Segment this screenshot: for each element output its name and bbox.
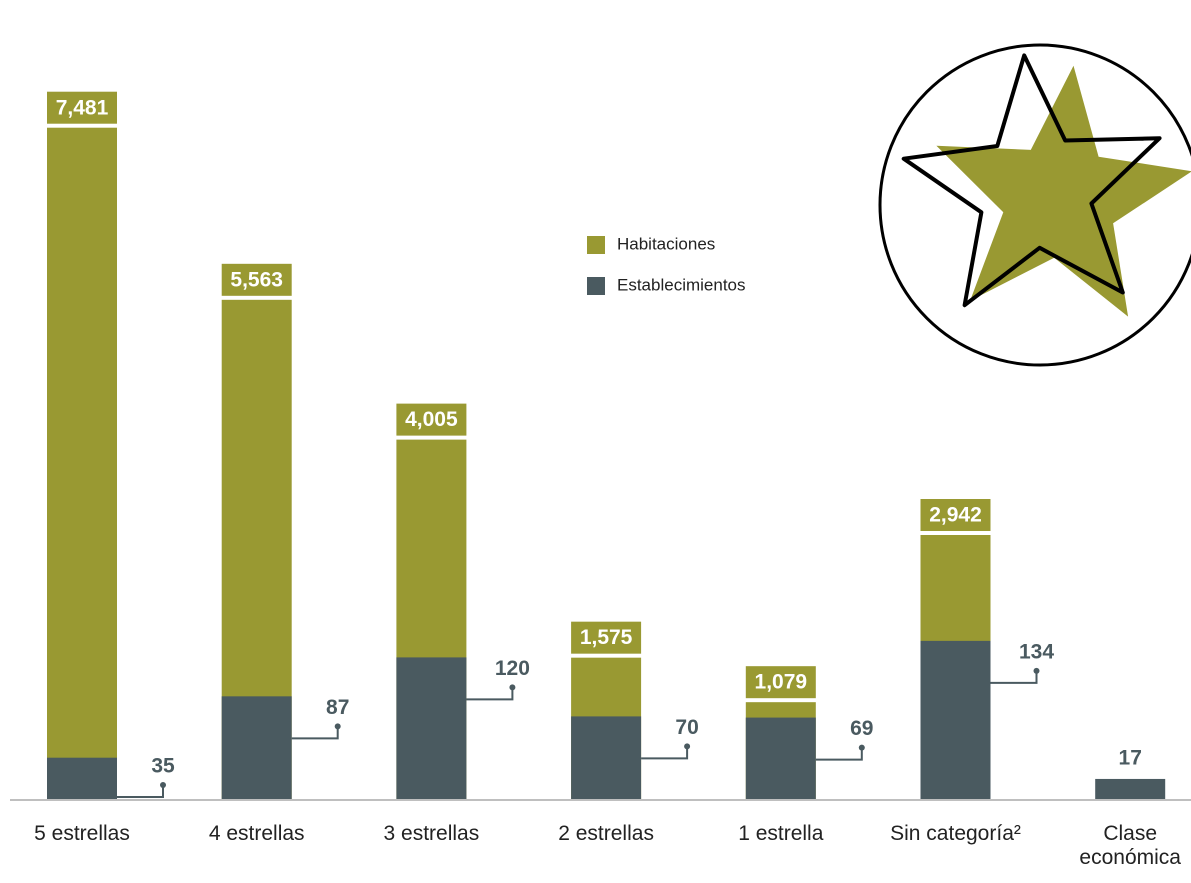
value-label: 1,079	[755, 671, 808, 694]
x-tick-label: Clase económica	[1079, 822, 1181, 869]
value-label: 7,481	[56, 96, 109, 119]
star-icon	[878, 43, 1191, 367]
legend-label: Establecimientos	[617, 275, 746, 294]
value-label: 4,005	[405, 408, 458, 431]
x-tick-label: 1 estrella	[738, 822, 824, 845]
bar	[396, 657, 467, 799]
x-tick-label: 2 estrellas	[558, 822, 654, 845]
x-tick-label: 3 estrellas	[383, 822, 480, 845]
x-tick-label: 4 estrellas	[208, 822, 305, 845]
value-label: 69	[850, 717, 873, 740]
value-label: 2,942	[929, 504, 982, 527]
bar	[1095, 778, 1166, 799]
x-tick-label: Sin categoría²	[890, 822, 1021, 845]
value-label-box	[221, 263, 292, 296]
value-label-box	[920, 499, 991, 532]
value-label: 35	[151, 755, 175, 778]
connector-dot	[160, 782, 166, 788]
connector	[117, 785, 164, 798]
bar	[221, 696, 292, 799]
value-label: 70	[675, 716, 698, 739]
value-label: 134	[1019, 640, 1054, 663]
bar	[571, 716, 642, 799]
connector	[641, 746, 689, 760]
connector-dot	[858, 744, 865, 751]
x-tick-label: 5 estrellas	[34, 822, 130, 845]
connector	[291, 726, 339, 740]
connector	[815, 747, 863, 761]
connector-dot	[334, 723, 341, 730]
bar	[920, 640, 991, 799]
connector-dot	[684, 743, 691, 750]
value-label: 5,563	[230, 268, 283, 291]
value-label-box	[745, 666, 816, 699]
connector	[990, 670, 1038, 684]
bar	[47, 127, 117, 799]
value-label: 87	[326, 696, 349, 719]
legend-label: Habitaciones	[617, 234, 715, 253]
value-label-box	[47, 91, 117, 124]
value-label: 120	[495, 657, 530, 680]
value-label-box	[571, 621, 642, 654]
value-label: 17	[1119, 746, 1142, 769]
value-label-box	[396, 403, 467, 436]
legend-swatch	[587, 236, 605, 254]
bar	[745, 717, 816, 799]
connector-dot	[1033, 667, 1040, 674]
connector	[466, 687, 514, 701]
legend-swatch	[587, 277, 605, 295]
connector-dot	[509, 684, 516, 691]
value-label: 1,575	[580, 626, 633, 649]
bar	[47, 757, 117, 799]
